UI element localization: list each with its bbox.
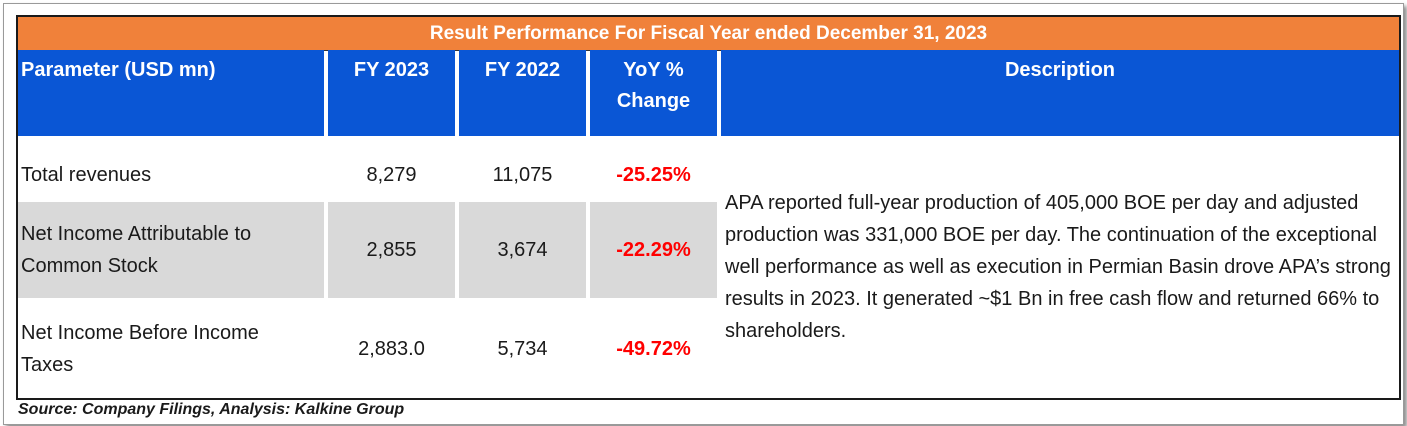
net-income-common-line2: Common Stock — [21, 255, 158, 277]
table-row-total-revenues-yoy: -25.25% — [616, 164, 691, 186]
table-row-net-income-common-fy2022: 3,674 — [459, 202, 586, 298]
header-yoy-change: YoY % Change — [590, 50, 717, 136]
table-title: Result Performance For Fiscal Year ended… — [18, 17, 1399, 51]
header-yoy-line1: YoY % — [623, 59, 684, 81]
table-row-net-income-common-label: Net Income Attributable to Common Stock — [18, 202, 324, 298]
net-income-common-line1: Net Income Attributable to — [21, 223, 252, 245]
results-table: Result Performance For Fiscal Year ended… — [16, 15, 1401, 400]
header-fy2022: FY 2022 — [459, 50, 586, 136]
table-row-total-revenues-label: Total revenues — [21, 164, 152, 186]
table-row-net-income-before-taxes-fy2023: 2,883.0 — [358, 338, 425, 360]
net-income-before-taxes-line2: Taxes — [21, 354, 74, 376]
table-row-net-income-before-taxes-label: Net Income Before Income Taxes — [18, 300, 324, 398]
header-yoy-line2: Change — [616, 90, 691, 112]
header-parameter: Parameter (USD mn) — [18, 50, 324, 136]
report-frame: Result Performance For Fiscal Year ended… — [3, 3, 1404, 425]
table-row-net-income-before-taxes-fy2022: 5,734 — [497, 338, 548, 360]
description-text: APA reported full-year production of 405… — [725, 192, 1391, 342]
table-row-net-income-before-taxes-yoy: -49.72% — [616, 338, 691, 360]
source-note: Source: Company Filings, Analysis: Kalki… — [18, 401, 405, 418]
header-description: Description — [721, 50, 1399, 136]
header-fy2023: FY 2023 — [328, 50, 455, 136]
table-row-total-revenues-fy2023: 8,279 — [366, 164, 417, 186]
table-row-total-revenues-fy2022: 11,075 — [492, 164, 553, 186]
net-income-before-taxes-line1: Net Income Before Income — [21, 322, 259, 344]
table-row-net-income-common-yoy: -22.29% — [590, 202, 717, 298]
table-row-net-income-common-fy2023: 2,855 — [328, 202, 455, 298]
